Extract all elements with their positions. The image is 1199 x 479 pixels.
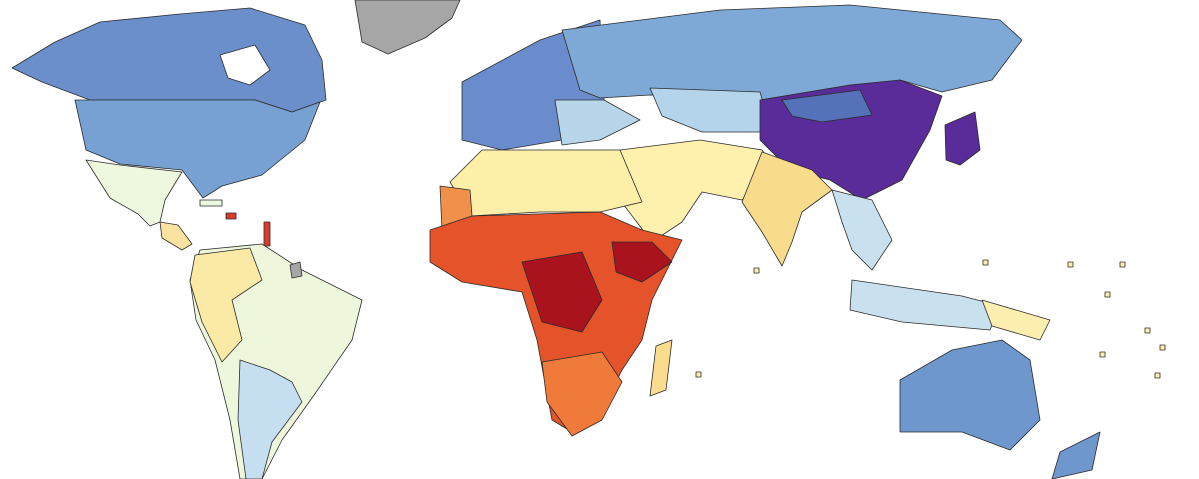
- island: [1154, 372, 1161, 379]
- japan: [944, 111, 981, 166]
- argentina: [237, 359, 303, 479]
- central-africa: [521, 251, 603, 333]
- hudson-bay: [219, 44, 271, 86]
- new-zealand: [1051, 431, 1101, 479]
- southern-africa: [541, 351, 623, 437]
- eastern-europe: [554, 99, 641, 146]
- central-america: [159, 221, 193, 251]
- island: [753, 267, 760, 274]
- russia: [561, 4, 1023, 101]
- island: [1099, 351, 1106, 358]
- island: [1067, 261, 1074, 268]
- guiana: [289, 261, 303, 279]
- southeast-asia: [831, 189, 893, 271]
- usa: [74, 99, 321, 199]
- island: [695, 371, 702, 378]
- north-africa: [449, 149, 643, 217]
- caribbean-island: [199, 199, 223, 207]
- island: [1104, 291, 1111, 298]
- middle-east: [619, 139, 781, 243]
- indonesia: [849, 279, 1001, 331]
- australia: [899, 339, 1041, 451]
- island: [1159, 344, 1166, 351]
- caribbean-island: [225, 212, 237, 220]
- island: [1144, 327, 1151, 334]
- madagascar: [649, 339, 673, 397]
- east-africa: [611, 241, 673, 283]
- mongolia: [781, 89, 873, 123]
- papua: [981, 299, 1051, 341]
- central-asia: [649, 87, 773, 133]
- island: [1119, 261, 1126, 268]
- india: [741, 151, 833, 267]
- andes-north: [189, 247, 263, 363]
- caribbean-island: [263, 221, 271, 247]
- island: [982, 259, 989, 266]
- greenland: [354, 0, 461, 55]
